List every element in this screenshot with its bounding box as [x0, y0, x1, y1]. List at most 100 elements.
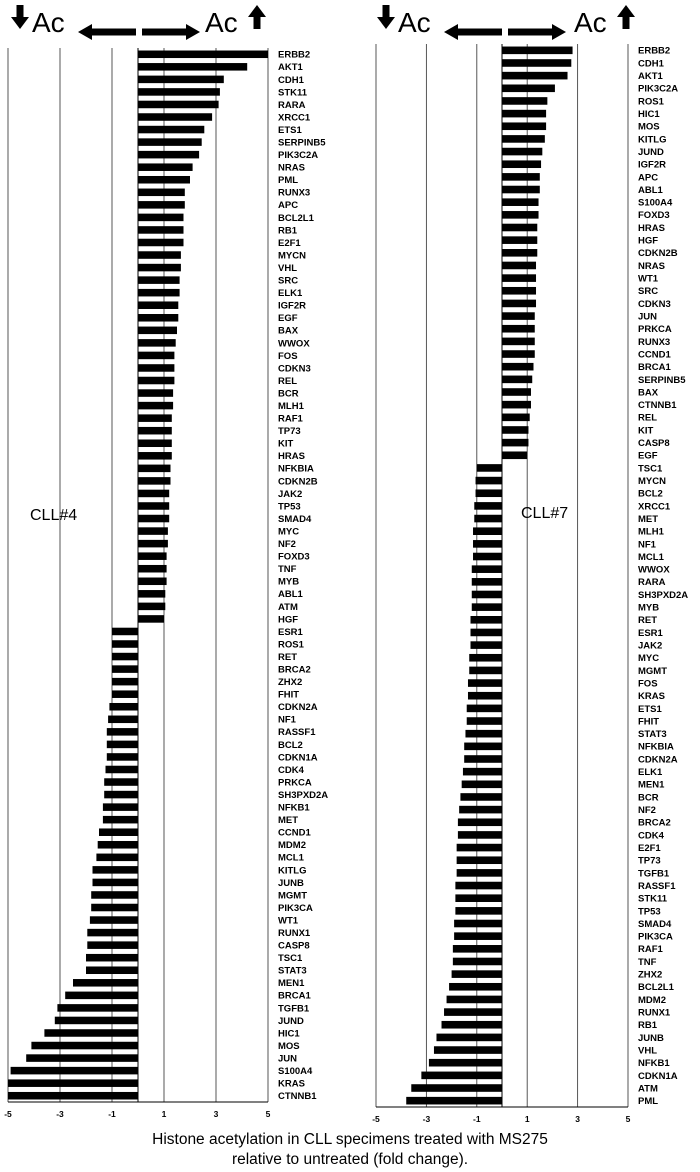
panel1-category-label: JUN: [278, 1053, 297, 1064]
panel2-bar: [502, 362, 534, 371]
panel2-bar: [464, 755, 502, 763]
panel1-category-label: CDK4: [278, 765, 305, 776]
panel2-right-arrow-icon-head: [552, 24, 566, 40]
panel1-category-label: RARA: [278, 100, 306, 111]
panel2-category-label: REL: [638, 413, 657, 424]
panel1-category-label: KRAS: [278, 1079, 305, 1090]
panel2-category-label: FHIT: [638, 716, 659, 727]
panel2-category-label: MET: [638, 514, 658, 525]
panel1-header-right-label: Ac: [205, 7, 238, 38]
panel1-bar: [65, 991, 138, 1000]
panel2-category-label: HGF: [638, 236, 658, 247]
panel2-category-label: BCL2L1: [638, 982, 675, 993]
panel1-bar: [138, 527, 168, 535]
panel1-bar: [138, 314, 179, 322]
panel2-left-arrow-icon-head: [444, 24, 458, 40]
panel2-category-label: ROS1: [638, 96, 665, 107]
panel2-bar: [444, 1008, 502, 1016]
panel2-category-label: CDH1: [638, 58, 665, 69]
panel2-bar: [460, 793, 502, 801]
panel2-category-label: ELK1: [638, 767, 663, 778]
panel1-bar: [138, 502, 170, 510]
panel2-bar: [456, 843, 502, 852]
panel1-category-label: JUND: [278, 1016, 304, 1027]
panel2-bar: [473, 527, 502, 536]
panel2-category-label: KRAS: [638, 691, 665, 702]
panel1-category-label: JUNB: [278, 878, 304, 889]
panel2-bar: [502, 122, 547, 131]
panel2-bar: [502, 375, 533, 384]
panel1-bar: [138, 125, 205, 134]
panel1-bar: [91, 903, 138, 912]
panel2-bar: [470, 641, 502, 649]
panel2-category-label: CDKN3: [638, 299, 671, 310]
panel2-bar: [502, 337, 535, 346]
panel2-bar: [502, 97, 548, 105]
panel1-category-label: RAF1: [278, 414, 304, 425]
panel1-right-arrow-icon-head: [186, 24, 200, 40]
panel2-bar: [471, 603, 502, 611]
panel2-bar: [452, 945, 502, 953]
panel2-bar: [502, 312, 535, 320]
panel1-bar: [138, 326, 177, 335]
panel2-category-label: CDKN1A: [638, 1071, 678, 1082]
panel2-category-label: BCL2: [638, 489, 663, 500]
panel2-category-label: BAX: [638, 387, 659, 398]
panel1-category-label: TP73: [278, 426, 301, 437]
panel1-category-label: PML: [278, 175, 298, 186]
panel2-category-label: ABL1: [638, 185, 664, 196]
panel1-bar: [92, 878, 138, 887]
panel1-bar: [89, 916, 138, 924]
panel2-up-arrow-icon-head: [617, 5, 635, 17]
panel2-bar: [459, 805, 502, 814]
panel1-category-label: STK11: [278, 87, 308, 98]
panel2-category-label: SERPINB5: [638, 375, 686, 386]
panel1-bar: [138, 226, 184, 234]
panel1-bar: [138, 577, 167, 586]
panel2-category-label: MGMT: [638, 666, 667, 677]
panel1-bar: [138, 615, 164, 623]
panel2-bar: [454, 919, 502, 928]
panel2-up-arrow-icon-shaft: [622, 15, 630, 29]
panel1-bar: [10, 1066, 139, 1075]
panel1-bar: [138, 351, 175, 360]
panel2-category-label: MLH1: [638, 527, 665, 538]
panel1-tick-label: 3: [214, 1109, 219, 1119]
panel1-category-label: CDKN2B: [278, 476, 318, 487]
panel1-bar: [138, 75, 224, 84]
panel1-header-left-label: Ac: [32, 7, 65, 38]
panel1-bar: [112, 690, 138, 698]
panel2-bar: [502, 350, 535, 358]
panel2-category-label: CDKN2A: [638, 754, 678, 765]
panel1-category-label: KITLG: [278, 865, 307, 876]
panel1-bar: [106, 740, 138, 749]
panel1-bar: [97, 841, 138, 849]
panel2-bar: [502, 249, 538, 257]
panel1-bar: [96, 853, 138, 862]
panel2-bar: [502, 84, 555, 93]
panel2-bar: [502, 147, 543, 156]
panel1-category-label: RB1: [278, 225, 298, 236]
panel2-bar: [452, 957, 502, 966]
panel2-category-label: WT1: [638, 274, 659, 285]
panel1-category-label: FOXD3: [278, 552, 310, 563]
panel2-category-label: JUNB: [638, 1033, 664, 1044]
panel2-category-label: CDK4: [638, 830, 665, 841]
panel1-category-label: BCL2: [278, 740, 303, 751]
panel1-bar: [138, 88, 220, 96]
panel2-bar: [474, 502, 502, 510]
panel2-category-label: MEN1: [638, 780, 665, 791]
panel2-category-label: RUNX1: [638, 1007, 671, 1018]
panel2-bar: [406, 1096, 502, 1105]
panel1-bar: [44, 1029, 138, 1037]
panel1-tick-label: -1: [108, 1109, 116, 1119]
panel2-bar: [502, 185, 540, 194]
panel1-category-label: HRAS: [278, 451, 305, 462]
panel1-category-label: RUNX1: [278, 928, 311, 939]
panel2-bar: [428, 1058, 502, 1067]
panel2-bar: [502, 413, 530, 422]
panel2-tick-label: 3: [575, 1114, 580, 1124]
panel1-category-label: BAX: [278, 326, 299, 337]
panel1-bar: [138, 539, 168, 548]
panel1-bar: [57, 1004, 138, 1012]
